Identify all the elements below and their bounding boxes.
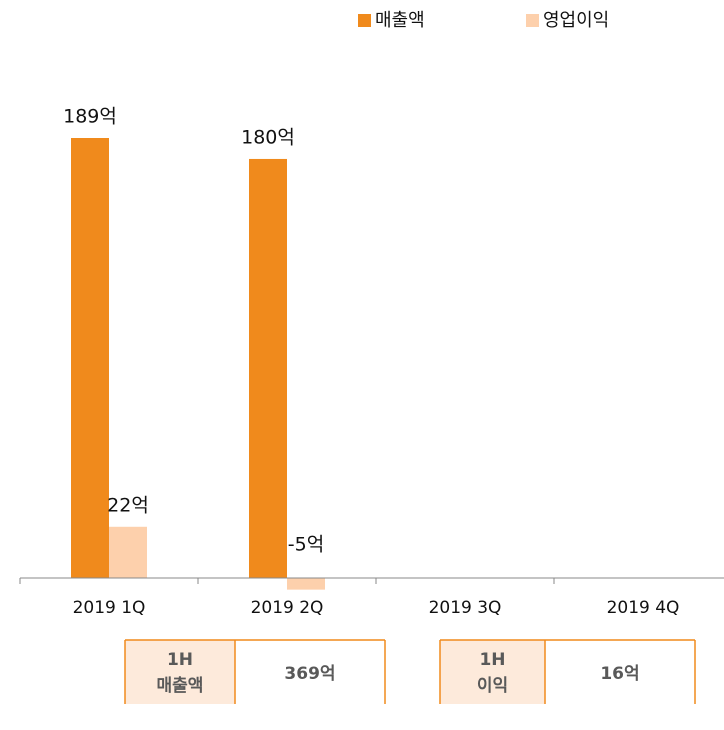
summary-label: 1H [479, 650, 505, 670]
legend-label: 매출액 [375, 10, 425, 31]
legend-label: 영업이익 [543, 10, 609, 31]
x-tick-label: 2019 3Q [429, 598, 502, 618]
summary-label: 1H [167, 650, 193, 670]
summary-value: 16억 [600, 664, 639, 684]
summary-label: 매출액 [157, 676, 204, 696]
bar [109, 526, 147, 578]
summary-value-cell [235, 640, 385, 704]
summary-value: 369억 [284, 664, 335, 684]
bar [249, 158, 287, 578]
summary-label-cell [440, 640, 545, 704]
x-tick-label: 2019 1Q [73, 598, 146, 618]
x-tick-label: 2019 4Q [607, 598, 680, 618]
summary-label: 이익 [477, 676, 508, 696]
x-tick-label: 2019 2Q [251, 598, 324, 618]
summary-value-cell [545, 640, 695, 704]
value-label: -5억 [288, 534, 324, 556]
value-label: 22억 [107, 494, 149, 516]
value-label: 189억 [63, 106, 117, 128]
summary-label-cell [125, 640, 235, 704]
legend-swatch [526, 14, 539, 27]
bar [287, 578, 325, 590]
value-label: 180억 [241, 126, 295, 148]
legend-swatch [358, 14, 371, 27]
bar [71, 138, 109, 578]
